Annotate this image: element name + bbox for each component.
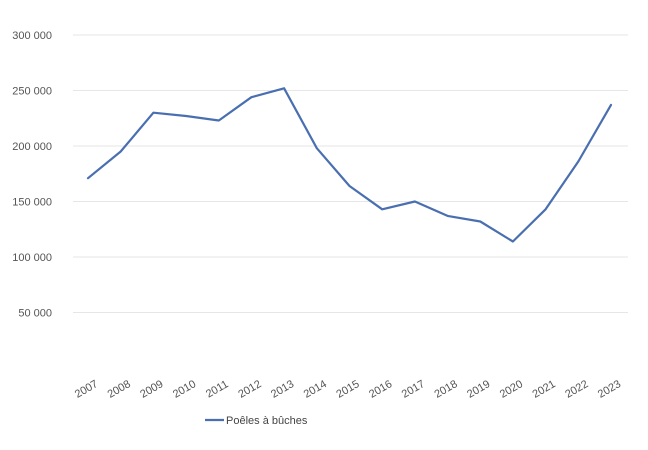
x-tick-label: 2018 xyxy=(432,378,459,401)
x-tick-label: 2023 xyxy=(596,378,623,401)
y-tick-label: 150 000 xyxy=(12,197,52,209)
x-tick-label: 2022 xyxy=(563,378,590,401)
y-tick-label: 250 000 xyxy=(12,86,52,98)
y-tick-label: 200 000 xyxy=(12,141,52,153)
x-tick-label: 2013 xyxy=(269,378,296,401)
x-tick-label: 2014 xyxy=(302,378,329,401)
legend: Poêles à bûches xyxy=(205,415,308,427)
legend-label-series-0: Poêles à bûches xyxy=(226,415,308,427)
x-tick-label: 2016 xyxy=(367,378,394,401)
y-tick-label: 100 000 xyxy=(12,252,52,264)
x-tick-label: 2011 xyxy=(204,378,230,400)
x-tick-label: 2008 xyxy=(106,378,133,401)
y-axis-tick-labels: 50 000 100 000 150 000 200 000 250 000 300 00… xyxy=(12,30,52,320)
series-line-0 xyxy=(86,87,613,243)
x-tick-label: 2009 xyxy=(138,378,165,401)
gridlines xyxy=(73,34,628,313)
series-lines xyxy=(86,87,613,243)
x-tick-label: 2007 xyxy=(73,378,100,401)
x-tick-label: 2010 xyxy=(171,378,198,401)
x-tick-label: 2020 xyxy=(498,378,525,401)
x-tick-label: 2019 xyxy=(465,378,492,401)
x-tick-label: 2021 xyxy=(531,378,558,401)
x-tick-label: 2012 xyxy=(236,378,263,401)
x-tick-label: 2017 xyxy=(400,378,427,401)
x-axis-tick-labels: 2007 2008 2009 2010 2011 2012 2013 2014 2015 2016… xyxy=(73,378,623,401)
y-tick-label: 300 000 xyxy=(12,30,52,42)
y-tick-label: 50 000 xyxy=(18,308,52,320)
x-tick-label: 2015 xyxy=(334,378,361,401)
